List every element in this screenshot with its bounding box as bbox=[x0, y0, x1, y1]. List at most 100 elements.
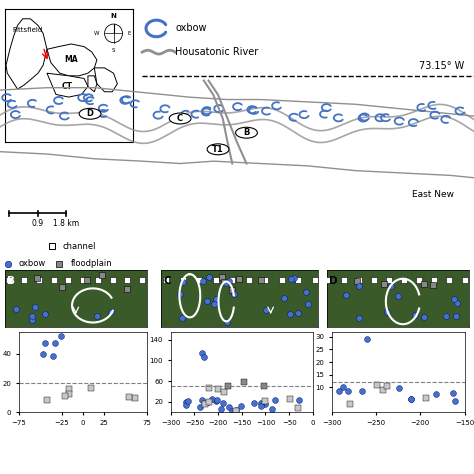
Point bbox=[215, 385, 222, 392]
Point bbox=[212, 397, 219, 404]
Point bbox=[201, 354, 208, 361]
Point bbox=[450, 295, 458, 302]
Point bbox=[205, 273, 212, 281]
Point bbox=[336, 387, 343, 394]
Point bbox=[93, 312, 101, 320]
Text: 73.15° W: 73.15° W bbox=[419, 61, 465, 71]
Point bbox=[385, 276, 393, 283]
Text: East New: East New bbox=[412, 190, 455, 199]
Point bbox=[261, 397, 269, 404]
Point bbox=[28, 317, 36, 324]
Text: E: E bbox=[128, 31, 131, 36]
Polygon shape bbox=[94, 68, 118, 92]
Point bbox=[205, 385, 213, 392]
Point bbox=[55, 260, 63, 267]
Point bbox=[241, 379, 248, 386]
Text: Pittsfield: Pittsfield bbox=[12, 27, 43, 33]
Text: MA: MA bbox=[64, 55, 78, 64]
Point bbox=[451, 397, 459, 404]
Point bbox=[461, 276, 468, 283]
Point bbox=[232, 407, 240, 415]
Point bbox=[88, 384, 95, 392]
Point bbox=[286, 310, 294, 318]
Text: oxbow: oxbow bbox=[19, 259, 46, 268]
Point bbox=[49, 353, 57, 360]
Point bbox=[228, 407, 236, 415]
Polygon shape bbox=[47, 73, 88, 97]
Point bbox=[212, 295, 220, 302]
Point bbox=[125, 393, 133, 401]
Point bbox=[344, 387, 352, 394]
Point bbox=[41, 339, 49, 346]
Point bbox=[228, 276, 236, 283]
Point bbox=[257, 276, 264, 283]
Point bbox=[411, 311, 419, 319]
Point bbox=[64, 277, 72, 284]
Text: 0.9: 0.9 bbox=[32, 219, 44, 228]
Point bbox=[416, 276, 423, 283]
Point bbox=[262, 276, 269, 283]
Point bbox=[235, 275, 243, 283]
Point bbox=[340, 276, 348, 283]
Point bbox=[225, 277, 232, 285]
Point bbox=[261, 400, 269, 408]
Point bbox=[294, 310, 301, 317]
Point bbox=[286, 395, 294, 403]
Point bbox=[224, 382, 232, 390]
Text: B: B bbox=[243, 128, 250, 137]
Point bbox=[65, 390, 73, 397]
Circle shape bbox=[207, 144, 229, 155]
Point bbox=[237, 402, 245, 410]
Point bbox=[208, 396, 215, 403]
Text: 1.8 km: 1.8 km bbox=[53, 219, 80, 228]
Text: C: C bbox=[177, 114, 183, 123]
Text: W: W bbox=[94, 31, 100, 36]
Point bbox=[212, 276, 220, 283]
Text: T1: T1 bbox=[212, 145, 224, 154]
Point bbox=[383, 383, 391, 390]
Point bbox=[295, 404, 302, 412]
Point bbox=[305, 300, 312, 308]
Polygon shape bbox=[6, 19, 47, 89]
Point bbox=[407, 395, 415, 403]
Point bbox=[257, 402, 265, 410]
Point bbox=[123, 285, 131, 293]
Point bbox=[109, 277, 117, 284]
Point bbox=[163, 276, 170, 283]
Point bbox=[260, 382, 267, 390]
Point bbox=[179, 314, 186, 321]
Point bbox=[364, 336, 371, 343]
Text: Housatonic River: Housatonic River bbox=[175, 47, 259, 57]
Point bbox=[223, 319, 231, 326]
Point bbox=[430, 276, 438, 283]
Point bbox=[213, 396, 220, 404]
Point bbox=[432, 390, 440, 398]
Text: S: S bbox=[112, 48, 115, 53]
Text: floodplain: floodplain bbox=[71, 259, 112, 268]
Point bbox=[420, 280, 428, 288]
Point bbox=[422, 394, 429, 402]
Point bbox=[219, 273, 226, 281]
Point bbox=[225, 403, 233, 411]
Point bbox=[35, 277, 43, 284]
Point bbox=[199, 277, 207, 285]
Point bbox=[44, 396, 51, 404]
Point bbox=[204, 398, 211, 406]
Point bbox=[124, 277, 131, 284]
Point bbox=[210, 301, 218, 308]
Point bbox=[232, 406, 240, 413]
Point bbox=[387, 282, 394, 290]
Polygon shape bbox=[47, 44, 97, 76]
Point bbox=[220, 278, 228, 285]
Point bbox=[196, 276, 203, 283]
Polygon shape bbox=[88, 76, 97, 92]
Point bbox=[205, 399, 213, 406]
Point bbox=[4, 260, 11, 267]
Point bbox=[356, 283, 363, 290]
Point bbox=[198, 350, 206, 357]
Point bbox=[204, 297, 211, 305]
Point bbox=[65, 385, 73, 392]
Point bbox=[356, 276, 363, 283]
Point bbox=[57, 332, 65, 340]
Point bbox=[281, 294, 288, 301]
